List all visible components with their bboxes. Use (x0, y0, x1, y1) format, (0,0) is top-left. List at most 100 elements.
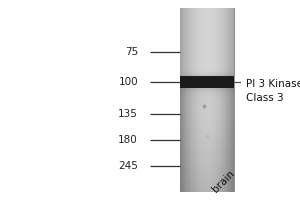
Bar (206, 8, 207, 192)
Bar (233, 8, 235, 192)
Bar (231, 8, 232, 192)
Bar (180, 104, 234, 106)
Bar (191, 8, 193, 192)
Bar (180, 90, 234, 92)
Bar (180, 181, 234, 183)
Bar (213, 8, 214, 192)
Text: 100: 100 (118, 77, 138, 87)
Bar (188, 8, 189, 192)
Bar (180, 132, 234, 135)
Bar (195, 8, 196, 192)
Bar (180, 130, 234, 132)
Bar (180, 137, 234, 139)
Bar (200, 8, 201, 192)
Bar (197, 8, 198, 192)
Text: 180: 180 (118, 135, 138, 145)
Bar (208, 8, 210, 192)
Bar (180, 84, 234, 86)
Bar (180, 88, 234, 90)
Bar (190, 8, 191, 192)
Bar (180, 150, 234, 152)
Bar (202, 8, 203, 192)
Bar (180, 104, 234, 107)
Bar (180, 143, 234, 146)
Bar (180, 99, 234, 101)
Bar (217, 8, 218, 192)
Bar (209, 8, 210, 192)
Bar (180, 188, 234, 190)
Bar (218, 8, 220, 192)
Bar (180, 8, 234, 82)
Bar (231, 8, 232, 192)
Bar (180, 168, 234, 170)
Bar (226, 8, 228, 192)
Bar (181, 8, 182, 192)
Bar (185, 8, 186, 192)
Bar (180, 75, 234, 77)
Bar (181, 8, 183, 192)
Bar (197, 8, 199, 192)
Bar (183, 8, 185, 192)
Bar (232, 8, 233, 192)
Bar (180, 146, 234, 148)
Bar (180, 190, 234, 192)
Bar (193, 8, 194, 192)
Bar (180, 76, 234, 88)
Text: 75: 75 (125, 47, 138, 57)
Bar (198, 8, 200, 192)
Bar (180, 117, 234, 119)
Bar (228, 8, 229, 192)
Bar (219, 8, 220, 192)
Bar (180, 157, 234, 159)
Bar (180, 70, 234, 72)
Bar (186, 8, 187, 192)
Bar (216, 8, 217, 192)
Text: 245: 245 (118, 161, 138, 171)
Bar (180, 183, 234, 185)
Bar (180, 106, 234, 108)
Bar (180, 115, 234, 117)
Bar (180, 163, 234, 166)
Bar (203, 8, 204, 192)
Bar (191, 8, 192, 192)
Bar (180, 126, 234, 128)
Bar (180, 179, 234, 181)
Bar (201, 8, 202, 192)
Bar (210, 8, 212, 192)
Bar (214, 8, 215, 192)
Bar (180, 135, 234, 137)
Bar (180, 95, 234, 97)
Bar (207, 8, 208, 192)
Bar (212, 8, 214, 192)
Bar (220, 8, 221, 192)
Bar (189, 8, 190, 192)
Bar (224, 8, 226, 192)
Bar (180, 95, 234, 97)
Bar (180, 124, 234, 126)
Bar (180, 100, 234, 102)
Bar (194, 8, 196, 192)
Bar (196, 8, 197, 192)
Bar (180, 148, 234, 150)
Bar (211, 8, 212, 192)
Bar (215, 8, 216, 192)
Bar (192, 8, 194, 192)
Bar (206, 8, 208, 192)
Text: PI 3 Kinase
Class 3: PI 3 Kinase Class 3 (246, 79, 300, 103)
Text: 135: 135 (118, 109, 138, 119)
Bar (180, 119, 234, 121)
Bar (180, 154, 234, 157)
Bar (180, 113, 234, 115)
Bar (180, 82, 234, 84)
Bar (196, 8, 197, 192)
Bar (225, 8, 226, 192)
Bar (180, 172, 234, 174)
Bar (226, 8, 227, 192)
Bar (180, 101, 234, 104)
Bar (180, 141, 234, 143)
Bar (180, 177, 234, 179)
Bar (180, 102, 234, 104)
Bar (222, 8, 223, 192)
Bar (212, 8, 213, 192)
Bar (227, 8, 229, 192)
